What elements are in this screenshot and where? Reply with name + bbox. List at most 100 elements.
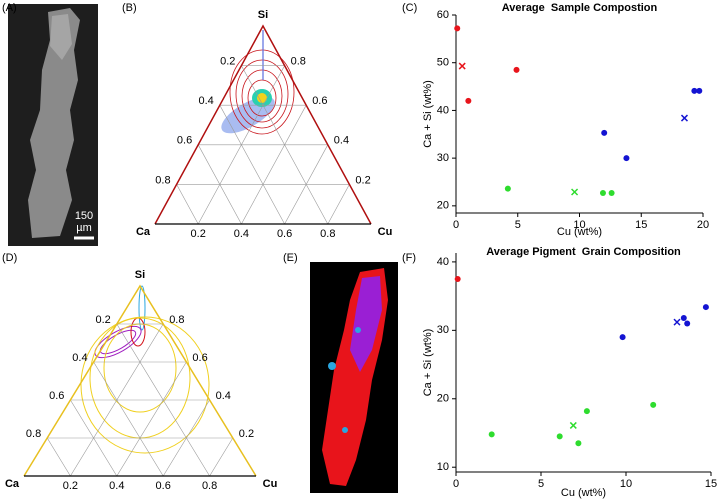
grid-line — [209, 437, 234, 477]
x-axis-label: Cu (wt%) — [557, 226, 602, 238]
y-tick-label: 30 — [437, 152, 449, 164]
point — [702, 304, 709, 311]
chart-title: Average Pigment Grain Composition — [486, 246, 681, 258]
point — [684, 320, 691, 327]
scale-label: 150 — [75, 210, 93, 222]
cross-stroke — [569, 421, 577, 429]
grid-line — [93, 361, 164, 477]
point — [465, 97, 472, 104]
tick-label: 0.4 — [234, 228, 249, 240]
vertex-label: Cu — [263, 478, 278, 490]
point — [454, 25, 461, 32]
scale-label: µm — [76, 222, 92, 234]
vertex-label: Si — [258, 9, 268, 21]
y-axis-label: Ca + Si (wt%) — [422, 329, 434, 397]
cross-stroke — [458, 62, 466, 70]
tick-label: 0.8 — [202, 480, 217, 492]
x-axis-label: Cu (wt%) — [561, 487, 606, 499]
tick-label: 0.8 — [320, 228, 335, 240]
panel-label: (C) — [402, 2, 417, 14]
vertex-label: Si — [135, 269, 145, 281]
point-x — [571, 188, 579, 196]
point — [556, 433, 563, 440]
point — [680, 315, 687, 322]
point-x — [458, 62, 466, 70]
point — [454, 276, 461, 283]
point — [583, 408, 590, 415]
vertex-label: Ca — [5, 478, 20, 490]
y-tick-label: 50 — [437, 57, 449, 69]
x-tick-label: 15 — [705, 478, 717, 490]
y-tick-label: 40 — [437, 256, 449, 268]
point-x — [673, 318, 681, 326]
tick-label: 0.4 — [109, 480, 124, 492]
y-tick-label: 20 — [437, 393, 449, 405]
y-tick-label: 30 — [437, 324, 449, 336]
point — [504, 185, 511, 192]
x-tick-label: 0 — [453, 478, 459, 490]
density-contours — [80, 285, 210, 454]
cross-stroke — [673, 318, 681, 326]
point — [696, 87, 703, 94]
tick-label: 0.6 — [177, 135, 192, 147]
x-tick-label: 10 — [620, 478, 632, 490]
cross-stroke — [571, 188, 579, 196]
tick-label: 0.8 — [26, 428, 41, 440]
point — [599, 189, 606, 196]
panel-label: (D) — [2, 252, 17, 264]
x-tick-label: 5 — [538, 478, 544, 490]
triangle-edge — [23, 284, 257, 477]
vertex-label: Cu — [378, 226, 393, 238]
y-tick-label: 20 — [437, 200, 449, 212]
grain — [50, 14, 72, 60]
tick-label: 0.2 — [63, 480, 78, 492]
point-x — [680, 114, 689, 122]
phase-grain — [342, 427, 348, 433]
x-tick-label: 0 — [453, 219, 459, 231]
point — [513, 66, 520, 73]
x-tick-label: 20 — [697, 219, 709, 231]
point — [575, 440, 582, 447]
tick-label: 0.2 — [355, 174, 370, 186]
cross-stroke — [680, 114, 689, 122]
point — [488, 431, 495, 438]
panel-label: (B) — [122, 2, 137, 14]
grid-line — [176, 184, 199, 225]
panel-label: (F) — [402, 252, 416, 264]
grid-line — [116, 361, 187, 477]
grid-line — [219, 105, 285, 225]
x-tick-label: 10 — [573, 219, 585, 231]
point-x — [569, 421, 577, 429]
point — [691, 87, 698, 94]
grid-line — [46, 437, 71, 477]
panel-label: (A) — [2, 2, 17, 14]
tick-label: 0.8 — [291, 56, 306, 68]
tick-label: 0.6 — [192, 352, 207, 364]
grid-line — [327, 184, 350, 225]
chart-title: Average Sample Compostion — [502, 2, 658, 14]
phase-grain — [328, 362, 336, 370]
grain — [28, 8, 80, 238]
y-tick-label: 10 — [437, 461, 449, 473]
tick-label: 0.6 — [156, 480, 171, 492]
tick-label: 0.2 — [191, 228, 206, 240]
point — [623, 155, 630, 162]
tick-label: 0.2 — [96, 314, 111, 326]
phase-region — [350, 276, 382, 372]
tick-label: 0.2 — [220, 56, 235, 68]
tick-label: 0.6 — [312, 95, 327, 107]
tick-label: 0.6 — [277, 228, 292, 240]
point — [601, 129, 608, 136]
tick-label: 0.2 — [239, 428, 254, 440]
tick-label: 0.4 — [216, 390, 231, 402]
point — [608, 189, 615, 196]
y-axis-label: Ca + Si (wt%) — [422, 80, 434, 148]
x-tick-label: 5 — [515, 219, 521, 231]
point — [650, 401, 657, 408]
point — [619, 334, 626, 341]
triangle-edge — [154, 24, 372, 225]
phase-grain — [355, 327, 361, 333]
y-tick-label: 40 — [437, 104, 449, 116]
tick-label: 0.4 — [72, 352, 87, 364]
